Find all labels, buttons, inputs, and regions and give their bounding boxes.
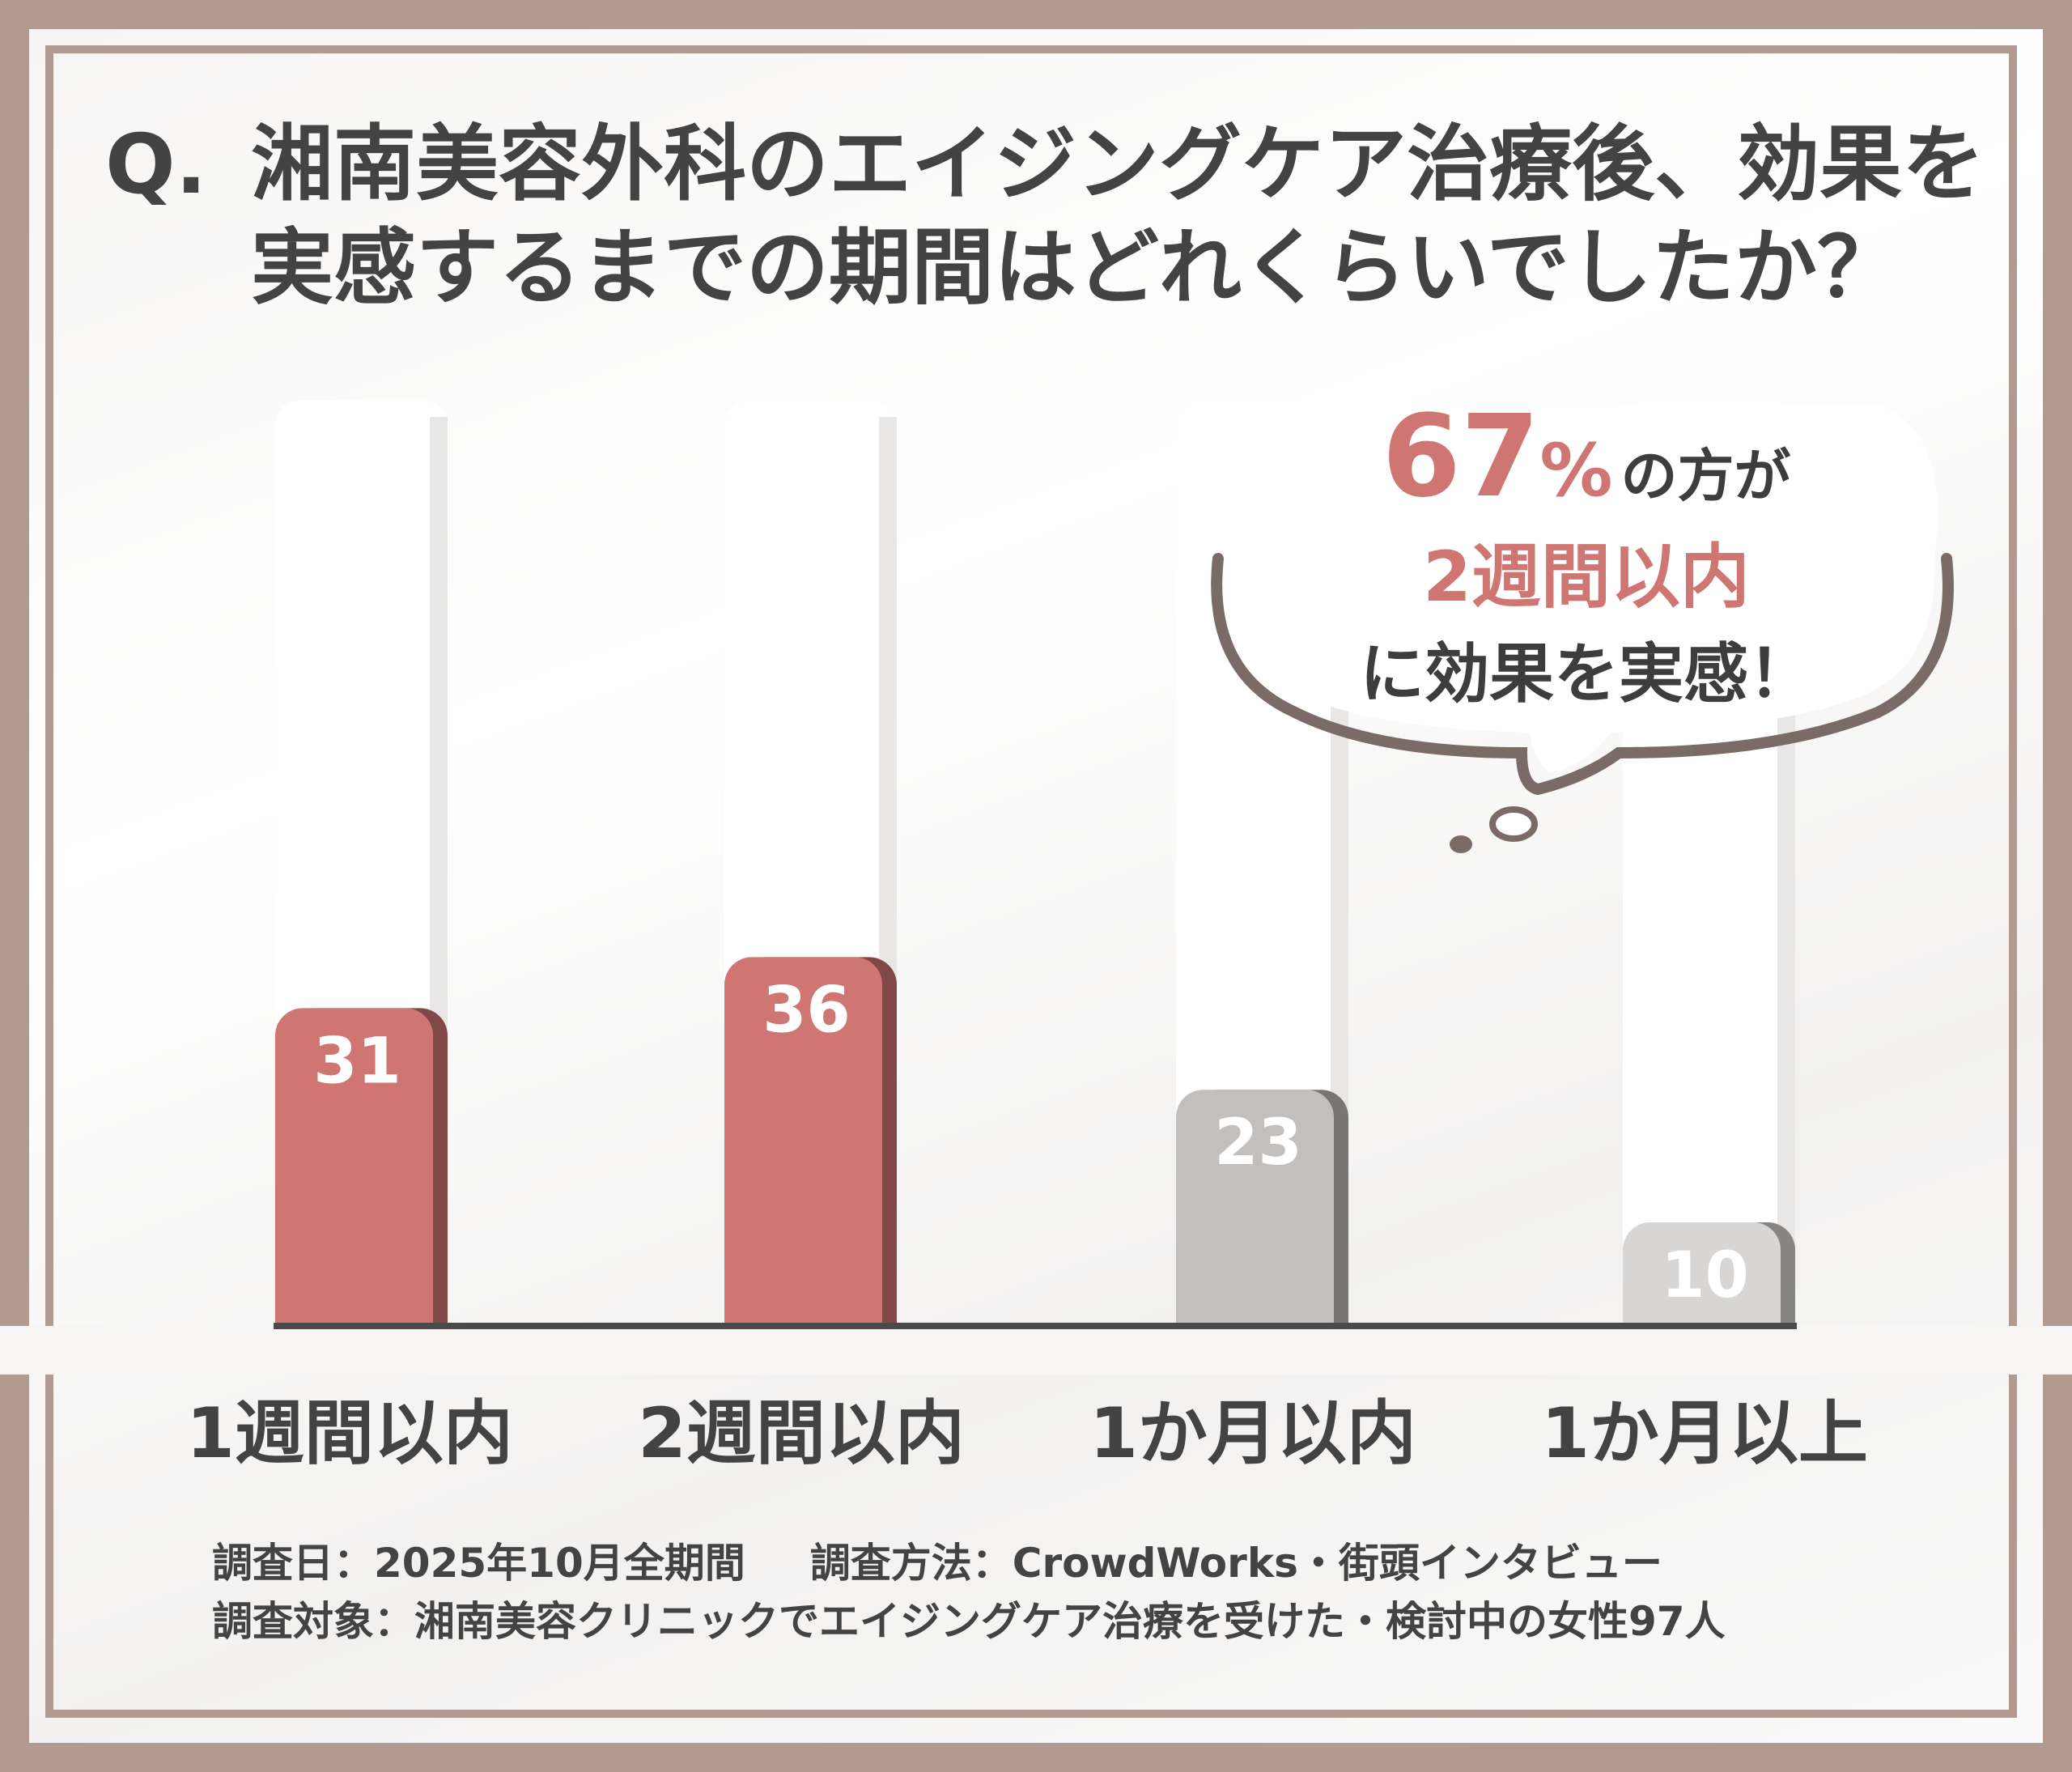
bar-value-label-3: 23: [1214, 1107, 1302, 1179]
bubble-dot-small: [1450, 835, 1472, 853]
survey-footer: 調査日：2025年10月全期間 調査方法：CrowdWorks・街頭インタビュー …: [212, 1534, 1726, 1651]
footer-target: 調査対象：湘南美容クリニックでエイジングケア治療を受けた・検討中の女性97人: [212, 1598, 1726, 1645]
footer-method: 調査方法：CrowdWorks・街頭インタビュー: [809, 1540, 1662, 1587]
category-label-4: 1か月以上: [1541, 1393, 1868, 1474]
callout-line1-suffix: の方が: [1620, 443, 1791, 509]
bar-value-label-2: 36: [762, 974, 851, 1047]
card-frame: [45, 45, 2017, 1718]
bar-value-label-4: 10: [1661, 1239, 1749, 1312]
callout-percent: 67: [1382, 391, 1540, 523]
category-label-2: 2週間以内: [638, 1393, 965, 1474]
bar-4: [1623, 1222, 1781, 1349]
callout-line-1: 67% の方が: [1263, 401, 1910, 529]
callout-line-3: に効果を実感！: [1360, 636, 1813, 712]
callout-text: 67% の方が 2週間以内 に効果を実感！: [1263, 401, 1910, 723]
baseline-mask: [0, 1326, 2072, 1375]
footer-date: 調査日：2025年10月全期間: [212, 1540, 745, 1587]
callout-percent-sign: %: [1539, 428, 1613, 513]
title-prefix: Q.: [105, 117, 207, 213]
bar-1: [275, 1008, 433, 1349]
bar-value-label-1: 31: [313, 1025, 401, 1098]
bar-2: [724, 957, 882, 1349]
bar-3: [1176, 1090, 1334, 1349]
category-label-3: 1か月以内: [1089, 1393, 1416, 1474]
category-label-1: 1週間以内: [186, 1393, 513, 1474]
title-line-2: 実感するまでの期間はどれくらいでしたか？: [251, 220, 1900, 317]
chart-title: Q. 湘南美容外科のエイジングケア治療後、効果を 実感するまでの期間はどれくらいで…: [105, 113, 1991, 321]
bubble-dot-large: [1489, 806, 1538, 842]
speech-bubble-body: [1233, 405, 1938, 773]
footer-line-1: 調査日：2025年10月全期間 調査方法：CrowdWorks・街頭インタビュー: [212, 1534, 1726, 1592]
speech-bubble-shadow: [1211, 553, 1954, 796]
title-line-1: 湘南美容外科のエイジングケア治療後、効果を: [251, 117, 1985, 213]
callout-line-2: 2週間以内: [1423, 537, 1750, 618]
